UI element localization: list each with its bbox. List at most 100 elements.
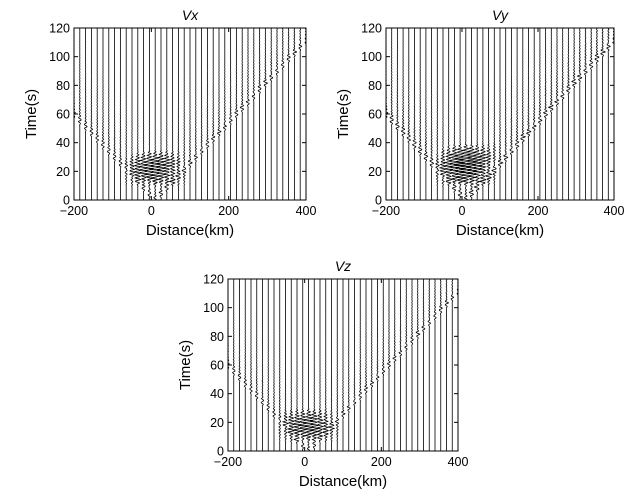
seismic-trace: [95, 28, 99, 200]
seismic-trace: [77, 28, 82, 200]
seismic-trace: [429, 28, 435, 200]
y-axis-label: Time(s): [177, 340, 194, 390]
seismic-trace: [286, 279, 296, 451]
seismic-trace: [281, 279, 290, 451]
seismic-trace: [316, 279, 325, 451]
seismic-trace: [297, 279, 309, 451]
seismic-trace: [275, 28, 279, 200]
seismic-trace: [168, 28, 177, 200]
seismic-trace: [398, 279, 403, 451]
seismic-trace: [228, 28, 233, 200]
seismic-trace: [600, 28, 606, 200]
y-tick-label: 60: [368, 108, 382, 122]
seismic-trace: [118, 28, 123, 200]
seismic-trace: [520, 28, 527, 200]
seismic-trace: [321, 279, 330, 451]
panel-title: Vz: [335, 258, 351, 274]
x-tick-label: −200: [214, 455, 242, 469]
seismic-trace: [381, 279, 386, 451]
x-tick-label: 400: [296, 204, 317, 218]
y-tick-label: 100: [203, 301, 224, 315]
traces-group: [74, 28, 306, 200]
seismic-trace: [353, 279, 357, 451]
seismic-trace: [547, 28, 554, 200]
seismic-trace: [433, 279, 437, 451]
panel-vy: −200 0 200 400020406080100120VyDistance(km)…: [335, 7, 624, 239]
seismic-trace: [477, 28, 488, 200]
seismic-trace: [309, 279, 320, 451]
seismic-trace: [358, 279, 362, 451]
seismic-trace: [260, 279, 265, 451]
seismic-trace: [292, 279, 303, 451]
seismic-trace: [588, 28, 594, 200]
seismic-trace: [106, 28, 111, 200]
seismic-trace: [515, 28, 520, 200]
y-tick-label: 0: [63, 194, 70, 208]
seismic-trace: [286, 28, 291, 200]
seismic-trace: [237, 279, 242, 451]
seismic-trace: [411, 28, 417, 200]
x-tick-label: 0: [459, 204, 466, 218]
seismic-trace: [245, 28, 250, 200]
seismic-trace: [375, 279, 380, 451]
seismic-trace: [193, 28, 198, 200]
seismic-trace: [410, 279, 414, 451]
seismic-trace: [443, 28, 455, 200]
y-tick-label: 20: [56, 165, 70, 179]
seismic-trace: [525, 28, 532, 200]
x-axis-label: Distance(km): [456, 222, 544, 239]
seismic-trace: [566, 28, 571, 200]
y-tick-label: 120: [361, 22, 382, 36]
seismic-trace: [298, 28, 303, 200]
y-tick-label: 80: [368, 79, 382, 93]
seismic-trace: [389, 28, 394, 200]
seismic-trace: [484, 28, 493, 200]
y-tick-label: 100: [49, 50, 70, 64]
y-tick-label: 60: [56, 108, 70, 122]
traces-group: [386, 28, 614, 200]
seismic-trace: [453, 28, 467, 200]
seismic-trace: [444, 279, 450, 451]
y-tick-label: 100: [361, 50, 382, 64]
panel-vx: −200 0 200 400020406080100120VxDistance(km)…: [23, 7, 316, 239]
seismic-trace: [571, 28, 577, 200]
seismic-trace: [155, 28, 167, 200]
y-tick-label: 0: [375, 194, 382, 208]
seismic-trace: [583, 28, 588, 200]
seismic-trace: [542, 28, 549, 200]
x-tick-label: 400: [448, 455, 469, 469]
seismic-trace: [254, 279, 259, 451]
seismic-trace: [435, 28, 440, 200]
seismic-trace: [257, 28, 262, 200]
seismic-trace: [278, 279, 282, 451]
seismic-trace: [594, 28, 600, 200]
seismic-trace: [392, 279, 397, 451]
seismic-trace: [243, 279, 248, 451]
seismic-trace: [406, 28, 411, 200]
seismic-trace: [471, 28, 483, 200]
seismic-trace: [200, 28, 204, 200]
y-tick-label: 80: [210, 330, 224, 344]
seismic-trace: [211, 28, 216, 200]
x-tick-label: 200: [371, 455, 392, 469]
x-tick-label: −200: [372, 204, 400, 218]
seismic-trace: [181, 28, 187, 200]
y-tick-label: 80: [56, 79, 70, 93]
seismic-trace: [263, 28, 269, 200]
seismic-trace: [148, 28, 162, 200]
seismic-trace: [292, 28, 298, 200]
seismic-trace: [112, 28, 117, 200]
seismic-trace: [502, 28, 509, 200]
seismic-trace: [124, 28, 129, 200]
y-tick-label: 120: [203, 273, 224, 287]
y-axis-label: Time(s): [23, 89, 40, 139]
seismic-trace: [234, 28, 239, 200]
seismic-trace: [404, 279, 408, 451]
seismic-trace: [395, 28, 400, 200]
seismic-trace: [386, 279, 391, 451]
seismic-trace: [531, 28, 537, 200]
seismic-trace: [144, 28, 155, 200]
x-tick-label: 0: [301, 455, 308, 469]
seismic-trace: [439, 279, 443, 451]
